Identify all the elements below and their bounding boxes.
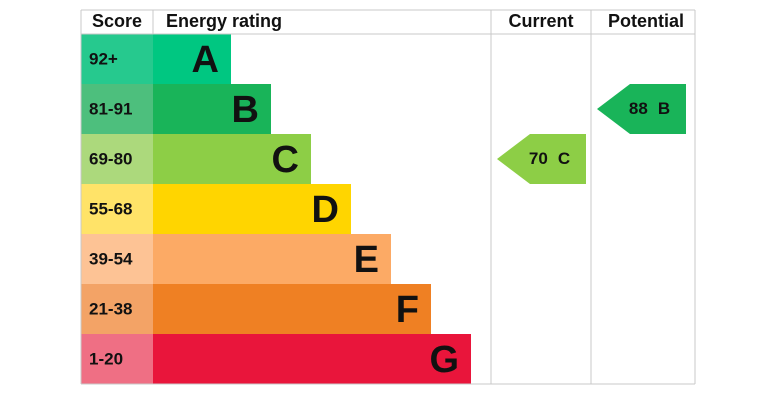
header: Current (508, 11, 573, 31)
rating-letter: E (354, 239, 379, 281)
rating-letter: A (192, 39, 219, 81)
rating-bar (153, 184, 351, 234)
score-label: 55-68 (89, 199, 132, 218)
header: Score (92, 11, 142, 31)
score-label: 39-54 (89, 249, 133, 268)
score-cell (81, 34, 153, 84)
score-label: 81-91 (89, 99, 132, 118)
potential-arrow (597, 84, 686, 134)
rating-letter: B (232, 89, 259, 131)
score-label: 21-38 (89, 299, 132, 318)
current-value: 70 (529, 149, 548, 168)
current-letter: C (558, 149, 570, 168)
score-label: 69-80 (89, 149, 132, 168)
rating-bar (153, 34, 231, 84)
rating-letter: D (312, 189, 339, 231)
header: Potential (608, 11, 684, 31)
score-cell (81, 134, 153, 184)
score-label: 1-20 (89, 349, 123, 368)
current-arrow (497, 134, 586, 184)
rating-letter: F (396, 289, 419, 331)
rating-letter: C (272, 139, 299, 181)
score-cell (81, 84, 153, 134)
score-label: 92+ (89, 49, 118, 68)
rating-bar (153, 234, 391, 284)
rating-bar (153, 284, 431, 334)
score-cell (81, 234, 153, 284)
potential-rating: 88 B (629, 99, 670, 118)
header: Energy rating (166, 11, 282, 31)
score-cell (81, 284, 153, 334)
score-cell (81, 334, 153, 384)
rating-letter: G (429, 339, 459, 381)
potential-letter: B (658, 99, 670, 118)
rating-bar (153, 334, 471, 384)
rating-bar (153, 84, 271, 134)
rating-bar (153, 134, 311, 184)
score-cell (81, 184, 153, 234)
potential-value: 88 (629, 99, 648, 118)
current-rating: 70 C (529, 149, 570, 168)
